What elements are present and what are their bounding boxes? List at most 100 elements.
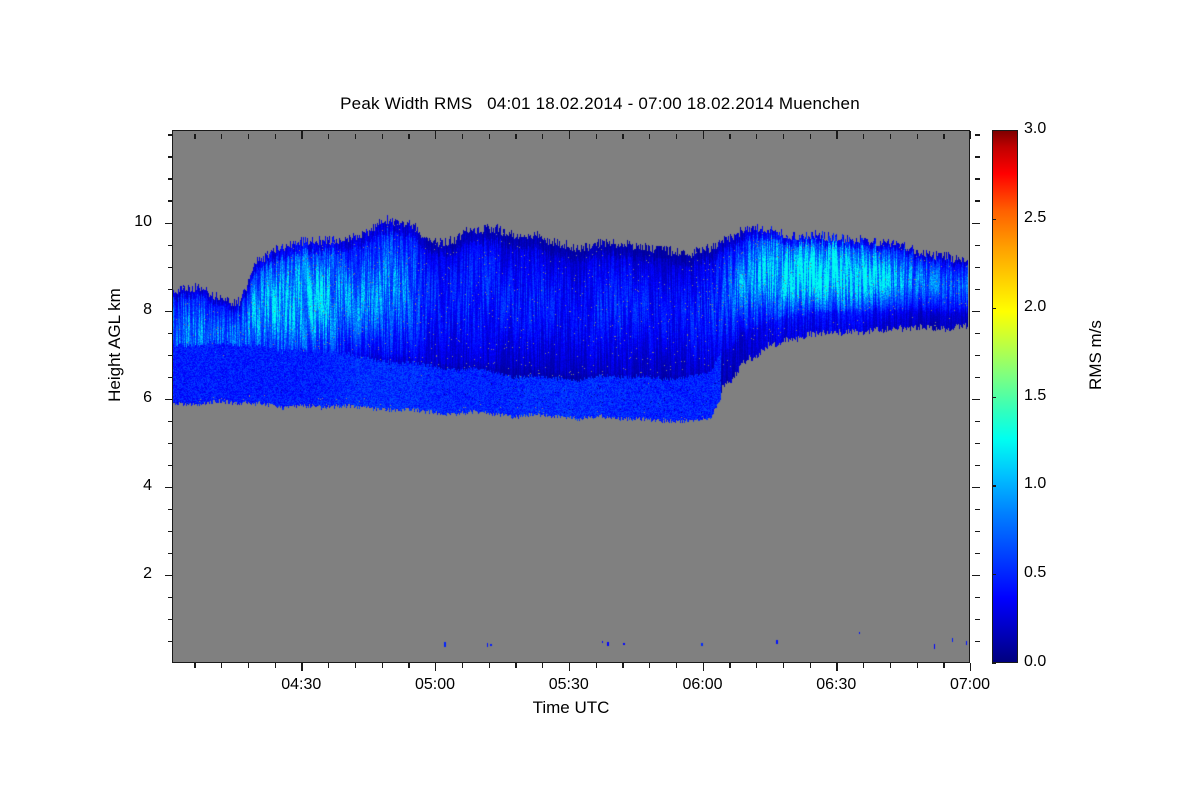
- x-tick-label: 06:30: [816, 676, 857, 693]
- colorbar-tick: [992, 130, 996, 132]
- x-tick-label: 06:00: [682, 676, 723, 693]
- x-tick-top: [595, 134, 597, 139]
- x-tick-minor: [782, 663, 785, 668]
- x-tick-minor: [247, 663, 250, 668]
- x-tick-top: [354, 134, 357, 139]
- x-axis-title: Time UTC: [532, 698, 610, 717]
- y-tick-right: [975, 420, 980, 423]
- x-tick-minor: [809, 663, 811, 668]
- y-tick-minor: [168, 354, 173, 357]
- x-tick-label: 04:30: [281, 676, 322, 693]
- colorbar-tick: [992, 485, 996, 487]
- y-tick-right: [972, 310, 980, 312]
- x-tick-minor: [354, 663, 357, 668]
- x-tick-minor: [221, 663, 223, 668]
- x-tick-minor: [943, 663, 945, 668]
- y-tick-right: [972, 574, 980, 577]
- x-tick-top: [916, 134, 918, 139]
- x-tick-major: [702, 663, 704, 671]
- y-tick-right: [975, 288, 980, 290]
- x-tick-minor: [515, 663, 517, 668]
- y-tick-right: [975, 640, 980, 643]
- colorbar-tick-label: 2.5: [1024, 208, 1047, 226]
- x-axis-ticks-top: [172, 130, 972, 139]
- colorbar-tick-label: 1.5: [1024, 386, 1047, 404]
- x-tick-minor: [194, 663, 196, 668]
- y-tick-minor: [168, 376, 173, 379]
- x-tick-major: [301, 663, 303, 671]
- x-tick-label: 05:30: [548, 676, 589, 693]
- x-tick-major: [836, 663, 838, 671]
- y-tick-right: [975, 596, 980, 599]
- x-tick-minor: [622, 663, 624, 668]
- y-axis-ticks-right: [970, 130, 980, 663]
- y-tick-right: [975, 530, 980, 533]
- y-tick-right: [975, 244, 980, 246]
- y-tick-right: [975, 442, 980, 445]
- y-tick-minor: [168, 442, 173, 445]
- chart-title: Peak Width RMS 04:01 18.02.2014 - 07:00 …: [340, 94, 860, 113]
- x-tick-top: [408, 134, 410, 139]
- y-tick-right: [975, 178, 980, 180]
- x-tick-top: [675, 134, 678, 139]
- x-tick-top: [194, 134, 196, 139]
- y-tick-right: [975, 332, 980, 335]
- y-tick-right: [975, 618, 980, 621]
- x-tick-top: [435, 131, 437, 139]
- y-tick-minor: [168, 420, 173, 423]
- y-tick-minor: [168, 156, 173, 158]
- y-tick-minor: [168, 134, 173, 136]
- x-tick-top: [702, 131, 704, 139]
- y-tick-major: [165, 574, 173, 577]
- x-tick-minor: [756, 663, 758, 668]
- colorbar-tick: [992, 574, 996, 576]
- plot-area: [172, 130, 970, 663]
- x-tick-top: [328, 134, 330, 139]
- x-tick-top: [943, 134, 945, 139]
- x-tick-top: [729, 134, 731, 139]
- x-tick-minor: [274, 663, 276, 668]
- y-tick-minor: [168, 332, 173, 335]
- x-tick-top: [488, 134, 490, 139]
- colorbar-tick-label: 2.0: [1024, 297, 1047, 315]
- y-tick-label: 2: [143, 564, 152, 582]
- y-tick-major: [165, 310, 173, 312]
- x-tick-label: 07:00: [949, 676, 991, 693]
- x-tick-top: [515, 134, 517, 139]
- colorbar-tick-label: 3.0: [1024, 120, 1047, 137]
- x-tick-major: [970, 663, 972, 671]
- colorbar-tick: [992, 396, 996, 398]
- x-tick-top: [301, 131, 303, 139]
- y-tick-minor: [168, 618, 173, 621]
- x-axis-ticks: [172, 663, 972, 673]
- x-tick-top: [863, 134, 865, 139]
- x-tick-top: [274, 134, 276, 139]
- y-axis-title: Height AGL km: [105, 288, 124, 402]
- x-tick-top: [809, 134, 811, 139]
- y-tick-label: 10: [134, 212, 152, 230]
- x-tick-minor: [381, 663, 383, 668]
- x-tick-top: [970, 131, 972, 139]
- y-tick-label: 8: [143, 300, 152, 318]
- x-tick-top: [889, 134, 892, 139]
- y-tick-right: [975, 134, 980, 136]
- x-tick-minor: [461, 663, 464, 668]
- y-tick-minor: [168, 200, 173, 202]
- x-tick-top: [782, 134, 785, 139]
- x-tick-minor: [542, 663, 544, 668]
- x-tick-minor: [675, 663, 678, 668]
- heatmap-data-layer: [173, 131, 968, 661]
- y-tick-minor: [168, 288, 173, 290]
- y-tick-right: [975, 266, 980, 268]
- y-tick-right: [972, 222, 980, 224]
- y-tick-right: [975, 354, 980, 357]
- x-tick-top: [221, 134, 223, 139]
- colorbar-tick: [992, 218, 996, 221]
- y-tick-right: [975, 200, 980, 202]
- x-tick-top: [836, 131, 838, 139]
- y-tick-right: [975, 376, 980, 379]
- y-tick-right: [975, 464, 980, 467]
- x-tick-top: [622, 134, 624, 139]
- y-tick-minor: [168, 464, 173, 467]
- x-tick-minor: [916, 663, 918, 668]
